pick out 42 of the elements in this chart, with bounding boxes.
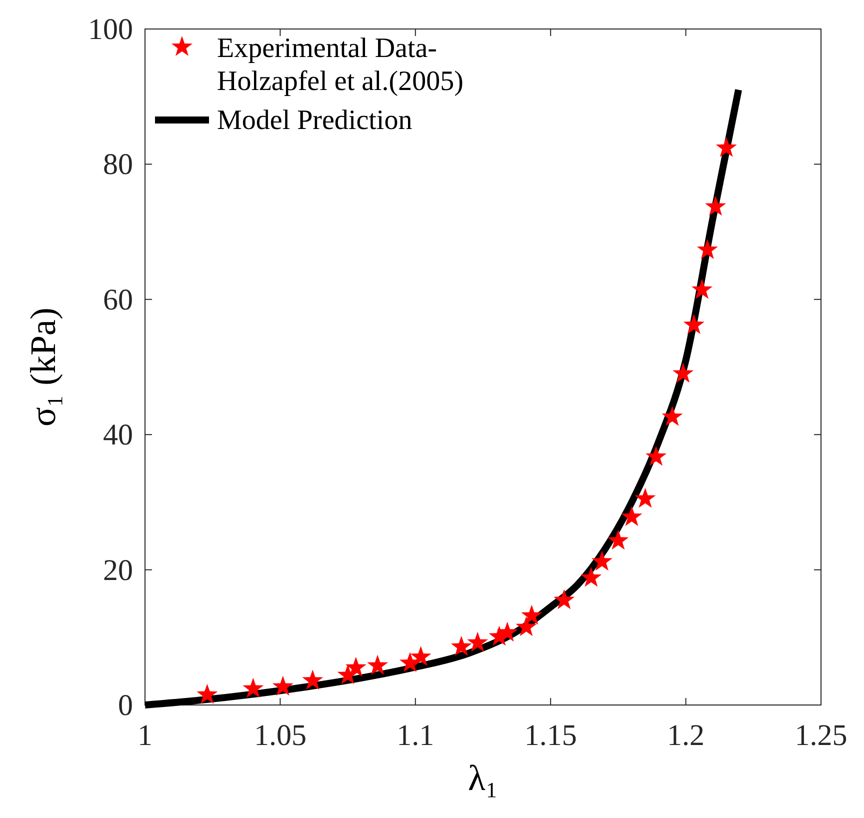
legend-label: Model Prediction <box>217 105 412 136</box>
point <box>496 622 518 642</box>
point <box>646 446 667 466</box>
point <box>634 488 656 508</box>
legend-label: Experimental Data- Holzapfel et al.(2005) <box>217 33 464 97</box>
x-tick-label: 1.15 <box>524 719 577 752</box>
y-tick-label: 60 <box>103 283 133 316</box>
x-tick-label: 1.1 <box>396 719 434 752</box>
x-tick-label: 1.2 <box>667 719 705 752</box>
point <box>662 406 683 426</box>
point <box>705 196 726 216</box>
point <box>516 616 537 636</box>
point <box>554 589 575 610</box>
point <box>196 684 218 704</box>
point <box>672 362 694 383</box>
point <box>367 654 388 675</box>
y-tick-label: 80 <box>103 148 133 182</box>
point <box>696 239 718 259</box>
point <box>242 678 264 698</box>
point <box>272 676 294 696</box>
point <box>580 566 602 587</box>
point <box>302 670 324 690</box>
x-tick-label: 1 <box>138 719 152 752</box>
point <box>716 136 737 157</box>
point <box>410 646 432 666</box>
point <box>467 632 488 652</box>
y-tick-label: 100 <box>88 13 133 46</box>
point <box>592 550 612 571</box>
x-tick-label: 1.25 <box>794 719 848 752</box>
x-tick-label: 1.05 <box>254 719 306 752</box>
point <box>692 278 712 299</box>
x-axis-title: λ₁ <box>468 758 498 798</box>
y-tick-label: 40 <box>103 418 133 452</box>
y-tick-label: 0 <box>118 689 133 722</box>
y-tick-label: 20 <box>103 554 133 587</box>
point <box>621 506 642 526</box>
y-axis-title: σ₁ (kPa) <box>23 308 63 426</box>
point <box>345 656 366 677</box>
point <box>608 530 629 550</box>
point <box>683 314 704 334</box>
point <box>450 636 472 656</box>
point <box>521 604 542 625</box>
